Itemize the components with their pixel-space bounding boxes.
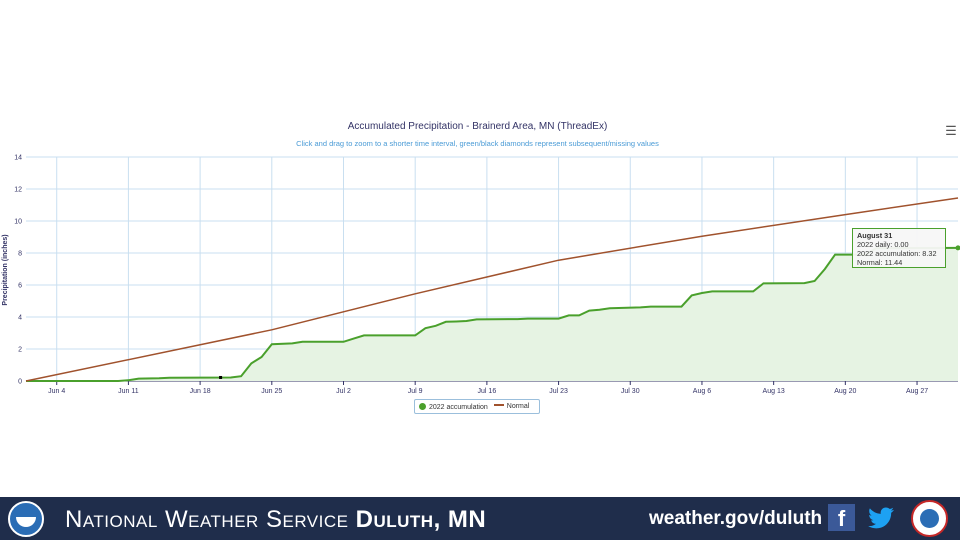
y-tick-labels: 0 2 4 6 8 10 12 14	[14, 155, 22, 386]
x-tick-labels: Jun 4 Jun 11 Jun 18 Jun 25 Jul 2 Jul 9 Jul 16 J…	[48, 388, 928, 395]
chart-subtitle: Click and drag to zoom to a shorter time…	[296, 139, 659, 148]
normal-line	[25, 197, 959, 382]
y-tick-label: 12	[14, 187, 22, 194]
y-tick-label: 4	[18, 315, 22, 322]
tooltip-date: August 31	[857, 231, 893, 240]
accumulation-area	[26, 247, 958, 381]
x-tick-label: Jun 25	[261, 388, 282, 395]
noaa-logo[interactable]	[8, 501, 44, 537]
x-tick-label: Aug 20	[834, 388, 856, 395]
tooltip-daily: 2022 daily: 0.00	[857, 240, 909, 249]
x-tick-label: Aug 27	[906, 388, 928, 395]
website-link[interactable]: weather.gov/duluth	[649, 508, 823, 529]
legend-line-icon	[493, 404, 504, 406]
x-tick-label: Jun 4	[48, 388, 65, 395]
tooltip-normal: Normal: 11.44	[857, 258, 903, 267]
office-title: National Weather Service Duluth, MN	[65, 506, 486, 534]
x-tick-label: Jun 18	[190, 388, 211, 395]
chart-tooltip: August 31 2022 daily: 0.00 2022 accumula…	[852, 228, 946, 268]
legend-dot-icon	[419, 402, 426, 410]
x-tick-label: Jul 9	[408, 388, 423, 395]
y-tick-label: 14	[14, 155, 22, 162]
y-tick-label: 6	[18, 283, 22, 290]
chart-title: Accumulated Precipitation - Brainerd Are…	[347, 121, 608, 132]
x-tick-label: Jun 11	[118, 388, 139, 395]
legend-item-accumulation[interactable]: 2022 accumulation	[419, 402, 488, 411]
legend-label: Normal	[506, 403, 530, 410]
facebook-icon[interactable]: f	[828, 504, 855, 531]
y-tick-label: 8	[18, 251, 22, 258]
hover-point	[955, 245, 960, 251]
x-tick-label: Jul 30	[621, 388, 640, 395]
x-tick-label: Aug 13	[763, 388, 785, 395]
accumulation-line	[26, 246, 959, 382]
twitter-icon[interactable]	[866, 504, 896, 532]
x-tick-label: Jul 23	[549, 388, 568, 395]
tooltip-accumulation: 2022 accumulation: 8.32	[857, 249, 937, 258]
office-title-regular: National Weather Service	[65, 506, 356, 533]
y-tick-label: 0	[18, 379, 22, 386]
y-tick-label: 2	[18, 347, 22, 354]
legend-item-normal[interactable]: Normal	[493, 403, 530, 410]
x-tick-label: Aug 6	[693, 388, 711, 395]
y-tick-label: 10	[14, 219, 22, 226]
office-title-bold: Duluth, MN	[355, 506, 487, 533]
nws-logo[interactable]	[911, 500, 948, 537]
chart-legend[interactable]: 2022 accumulation Normal	[414, 399, 540, 414]
legend-label: 2022 accumulation	[429, 403, 488, 411]
missing-marker	[219, 375, 223, 379]
chart-plot[interactable]: 0 2 4 6 8 10 12 14 Jun 4 Jun 11 Jun 18 Jun 25 Jul 2…	[0, 0, 960, 420]
x-tick-label: Jul 16	[478, 388, 497, 395]
hamburger-menu-icon[interactable]: ☰	[945, 123, 957, 138]
x-tick-label: Jul 2	[336, 388, 351, 395]
footer-banner: National Weather Service Duluth, MN weat…	[0, 497, 960, 540]
y-axis-label: Precipitation (inches)	[2, 234, 9, 305]
